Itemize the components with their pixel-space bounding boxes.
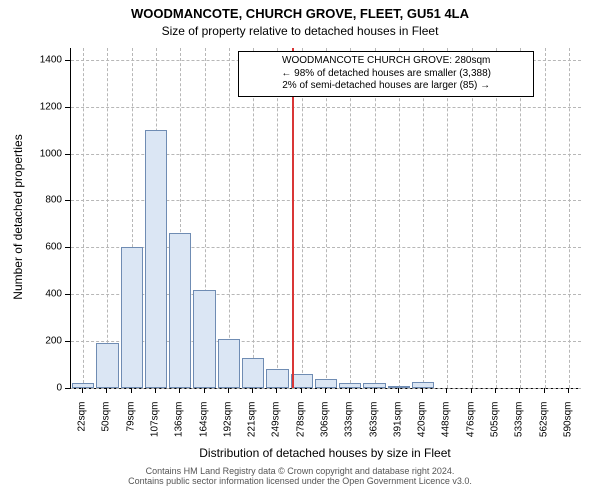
x-grid-line — [545, 48, 546, 388]
x-tick-label: 22sqm — [77, 402, 88, 452]
x-tick-label: 363sqm — [368, 402, 379, 452]
y-tick-mark — [65, 60, 70, 61]
histogram-bar — [242, 358, 264, 388]
x-tick-label: 505sqm — [490, 402, 501, 452]
y-tick-label: 400 — [0, 289, 62, 300]
x-tick-label: 306sqm — [320, 402, 331, 452]
x-tick-label: 79sqm — [125, 402, 136, 452]
x-tick-label: 164sqm — [198, 402, 209, 452]
plot-area — [70, 48, 581, 389]
x-tick-mark — [398, 388, 399, 393]
x-grid-line — [326, 48, 327, 388]
y-tick-mark — [65, 341, 70, 342]
x-tick-label: 249sqm — [271, 402, 282, 452]
x-tick-mark — [155, 388, 156, 393]
y-tick-label: 0 — [0, 383, 62, 394]
x-tick-mark — [252, 388, 253, 393]
y-tick-mark — [65, 388, 70, 389]
x-grid-line — [496, 48, 497, 388]
y-tick-label: 1400 — [0, 54, 62, 65]
x-tick-mark — [568, 388, 569, 393]
annotation-box: WOODMANCOTE CHURCH GROVE: 280sqm← 98% of… — [238, 51, 534, 97]
chart-footer: Contains HM Land Registry data © Crown c… — [0, 466, 600, 486]
histogram-bar — [121, 247, 143, 388]
footer-line-2: Contains public sector information licen… — [0, 476, 600, 486]
x-tick-mark — [301, 388, 302, 393]
x-grid-line — [520, 48, 521, 388]
x-tick-label: 107sqm — [150, 402, 161, 452]
histogram-bar — [96, 343, 118, 388]
x-tick-mark — [544, 388, 545, 393]
y-tick-mark — [65, 154, 70, 155]
footer-line-1: Contains HM Land Registry data © Crown c… — [0, 466, 600, 476]
histogram-bar — [315, 379, 337, 388]
x-tick-mark — [471, 388, 472, 393]
x-tick-mark — [131, 388, 132, 393]
histogram-chart: WOODMANCOTE, CHURCH GROVE, FLEET, GU51 4… — [0, 0, 600, 500]
x-tick-mark — [204, 388, 205, 393]
x-grid-line — [350, 48, 351, 388]
x-grid-line — [423, 48, 424, 388]
reference-line — [292, 48, 294, 388]
x-tick-label: 590sqm — [562, 402, 573, 452]
histogram-bar — [266, 369, 288, 388]
x-tick-label: 533sqm — [514, 402, 525, 452]
x-grid-line — [107, 48, 108, 388]
x-tick-label: 448sqm — [441, 402, 452, 452]
x-tick-label: 476sqm — [465, 402, 476, 452]
x-tick-mark — [276, 388, 277, 393]
x-tick-label: 391sqm — [392, 402, 403, 452]
x-tick-label: 221sqm — [247, 402, 258, 452]
y-tick-label: 200 — [0, 336, 62, 347]
annotation-line: ← 98% of detached houses are smaller (3,… — [245, 68, 527, 81]
x-tick-mark — [374, 388, 375, 393]
histogram-bar — [169, 233, 191, 388]
x-grid-line — [399, 48, 400, 388]
y-tick-label: 800 — [0, 195, 62, 206]
x-tick-label: 192sqm — [222, 402, 233, 452]
x-grid-line — [253, 48, 254, 388]
annotation-line: 2% of semi-detached houses are larger (8… — [245, 80, 527, 93]
x-tick-mark — [422, 388, 423, 393]
x-tick-mark — [228, 388, 229, 393]
x-grid-line — [447, 48, 448, 388]
x-tick-mark — [349, 388, 350, 393]
x-tick-mark — [179, 388, 180, 393]
y-tick-mark — [65, 200, 70, 201]
x-grid-line — [83, 48, 84, 388]
x-grid-line — [375, 48, 376, 388]
x-tick-label: 562sqm — [538, 402, 549, 452]
x-tick-mark — [325, 388, 326, 393]
x-tick-label: 333sqm — [344, 402, 355, 452]
y-tick-mark — [65, 107, 70, 108]
y-grid-line — [71, 388, 581, 389]
x-tick-mark — [106, 388, 107, 393]
x-grid-line — [277, 48, 278, 388]
y-tick-mark — [65, 294, 70, 295]
x-grid-line — [472, 48, 473, 388]
x-tick-mark — [446, 388, 447, 393]
histogram-bar — [145, 130, 167, 388]
chart-title: WOODMANCOTE, CHURCH GROVE, FLEET, GU51 4… — [0, 6, 600, 21]
x-tick-mark — [495, 388, 496, 393]
histogram-bar — [218, 339, 240, 388]
chart-subtitle: Size of property relative to detached ho… — [0, 24, 600, 38]
y-tick-label: 600 — [0, 242, 62, 253]
histogram-bar — [193, 290, 215, 388]
x-tick-label: 136sqm — [174, 402, 185, 452]
annotation-line: WOODMANCOTE CHURCH GROVE: 280sqm — [245, 55, 527, 68]
y-tick-label: 1200 — [0, 101, 62, 112]
x-tick-label: 278sqm — [295, 402, 306, 452]
x-tick-label: 50sqm — [101, 402, 112, 452]
x-tick-mark — [82, 388, 83, 393]
x-grid-line — [569, 48, 570, 388]
y-tick-label: 1000 — [0, 148, 62, 159]
y-tick-mark — [65, 247, 70, 248]
x-grid-line — [302, 48, 303, 388]
x-tick-label: 420sqm — [417, 402, 428, 452]
x-tick-mark — [519, 388, 520, 393]
x-grid-line — [229, 48, 230, 388]
